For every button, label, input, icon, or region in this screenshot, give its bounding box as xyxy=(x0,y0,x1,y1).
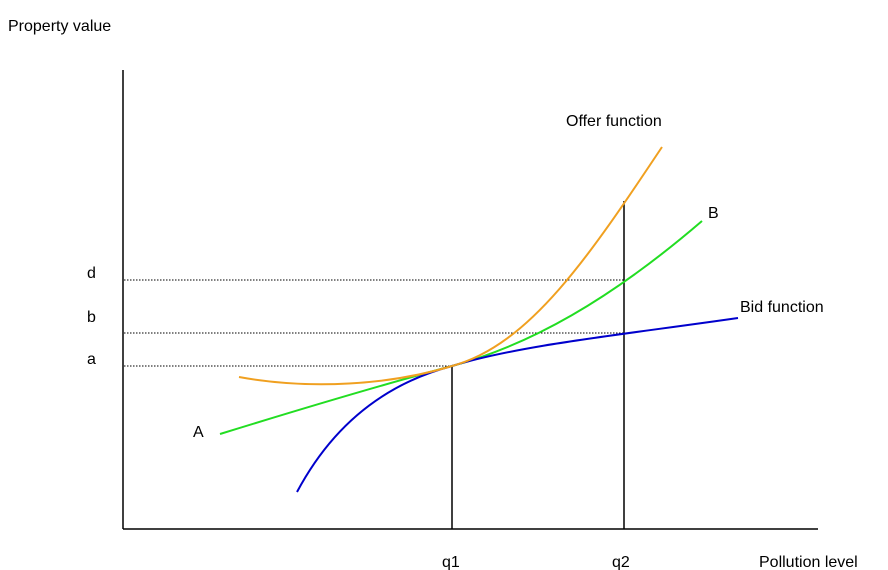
curve-label-b: B xyxy=(708,205,719,222)
tick-label-q2: q2 xyxy=(612,554,630,570)
y-axis-label: Property value xyxy=(8,18,111,35)
curve-ab xyxy=(219,220,703,435)
tick-label-b: b xyxy=(87,309,96,326)
offer-function-label: Offer function xyxy=(566,113,662,130)
bid-function-curve xyxy=(296,317,739,493)
x-axis-label: Pollution level xyxy=(759,554,858,570)
tick-label-d: d xyxy=(87,265,96,282)
tick-label-a: a xyxy=(87,351,96,368)
bid-function-label: Bid function xyxy=(740,299,824,316)
tick-label-q1: q1 xyxy=(442,554,460,570)
curve-label-a: A xyxy=(193,424,204,441)
offer-function-curve xyxy=(238,146,663,386)
